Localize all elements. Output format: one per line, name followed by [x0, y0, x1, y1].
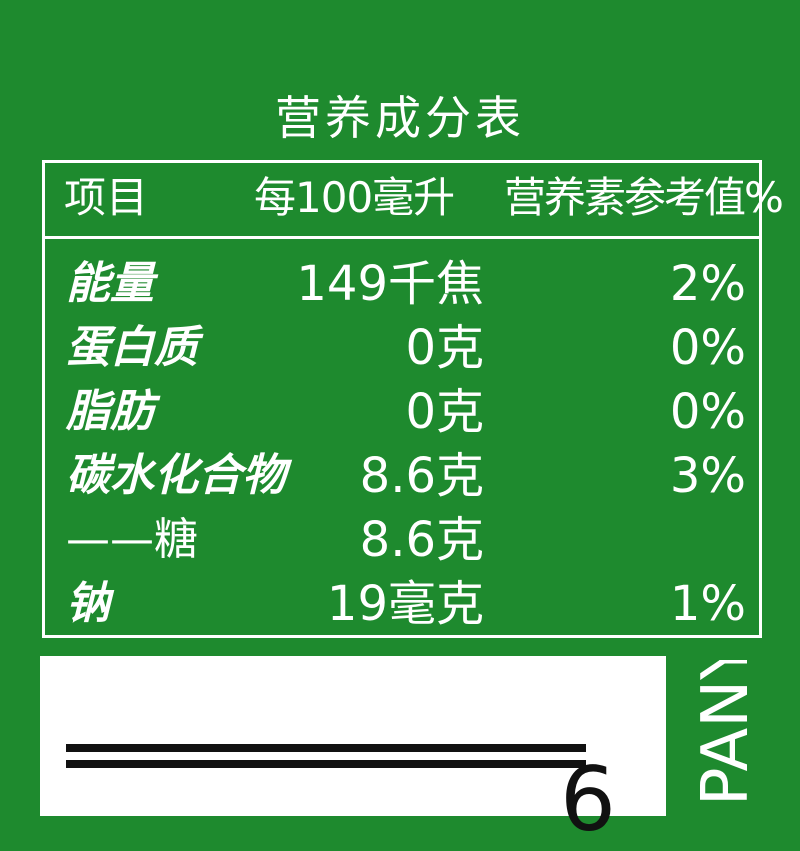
nutrient-name: 钠	[66, 578, 110, 629]
black-bar-top	[66, 744, 586, 752]
header-divider	[42, 236, 762, 239]
nutrient-row-fat: 脂肪 0克 0%	[0, 380, 800, 444]
partial-digit: 6	[560, 748, 616, 851]
header-item: 项目	[64, 173, 149, 222]
nutrient-nrv: 3%	[669, 448, 746, 504]
nutrient-row-protein: 蛋白质 0克 0%	[0, 316, 800, 380]
nutrient-amount: 0克	[405, 384, 484, 440]
nutrient-name: 蛋白质	[66, 322, 198, 373]
nutrient-amount: 0克	[405, 320, 484, 376]
white-label-area	[40, 656, 666, 816]
nutrient-amount: 8.6克	[359, 448, 484, 504]
nutrient-nrv: 0%	[669, 384, 746, 440]
nutrient-nrv: 1%	[669, 576, 746, 632]
nutrient-name: 能量	[66, 258, 154, 309]
header-per-100ml: 每100毫升	[254, 173, 455, 222]
nutrient-name: 脂肪	[66, 386, 154, 437]
nutrient-nrv: 0%	[669, 320, 746, 376]
nutrient-name: 碳水化合物	[66, 450, 286, 501]
nutrient-row-sodium: 钠 19毫克 1%	[0, 572, 800, 636]
nutrition-table-border	[42, 160, 762, 638]
rotated-company-text: PANY	[686, 660, 776, 800]
nutrient-row-carbohydrate: 碳水化合物 8.6克 3%	[0, 444, 800, 508]
rotated-company-text-label: PANY	[689, 660, 763, 800]
nutrient-row-energy: 能量 149千焦 2%	[0, 252, 800, 316]
header-nrv-percent: 营养素参考值%	[504, 173, 784, 222]
nutrient-name: ——糖	[66, 514, 198, 565]
nutrient-amount: 8.6克	[359, 512, 484, 568]
nutrient-nrv: 2%	[669, 256, 746, 312]
black-bar-bottom	[66, 760, 586, 768]
nutrient-row-sugar: ——糖 8.6克	[0, 508, 800, 572]
nutrient-amount: 149千焦	[296, 256, 484, 312]
nutrition-table-title: 营养成分表	[275, 91, 525, 145]
nutrient-amount: 19毫克	[326, 576, 484, 632]
